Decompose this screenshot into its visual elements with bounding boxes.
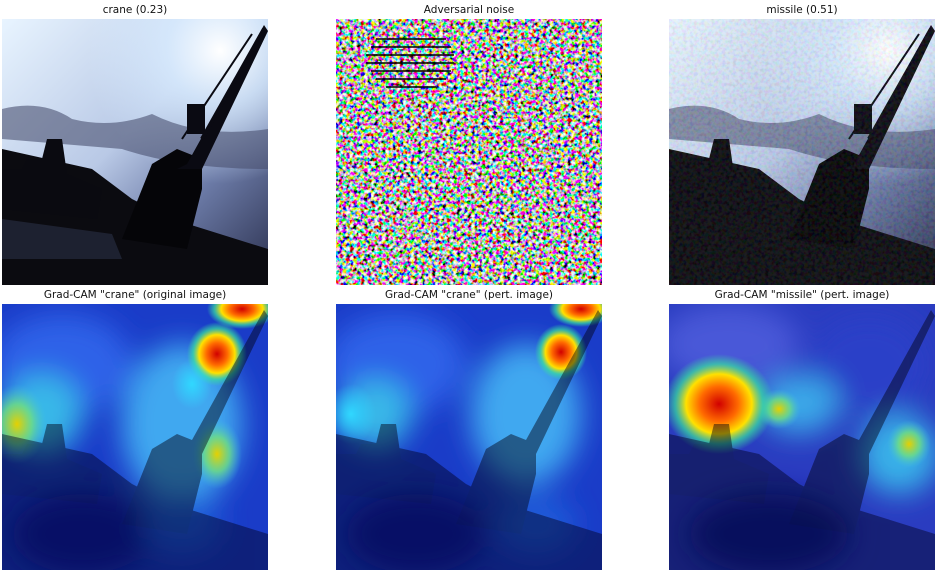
gradcam-heatmap [336,304,602,570]
panel-adversarial-noise: Adversarial noise [336,4,602,285]
panel-title: missile (0.51) [766,4,838,16]
panel-gradcam-crane-original: Grad-CAM "crane" (original image) [2,289,268,570]
panel-title: Grad-CAM "crane" (original image) [43,289,227,301]
gradcam-heatmap [669,304,935,570]
gradcam-heatmap [2,304,268,570]
panel-perturbed-image: missile (0.51) [669,4,935,285]
panel-title: Grad-CAM "missile" (pert. image) [714,289,890,301]
panel-title: Adversarial noise [423,4,515,16]
panel-title: Grad-CAM "crane" (pert. image) [384,289,554,301]
original-crane-photo [2,19,268,285]
panel-original-image: crane (0.23) [2,4,268,285]
panel-gradcam-missile-perturbed: Grad-CAM "missile" (pert. image) [669,289,935,570]
adversarial-noise-image [336,19,602,285]
perturbed-crane-photo [669,19,935,285]
panel-title: crane (0.23) [102,4,168,16]
panel-gradcam-crane-perturbed: Grad-CAM "crane" (pert. image) [336,289,602,570]
